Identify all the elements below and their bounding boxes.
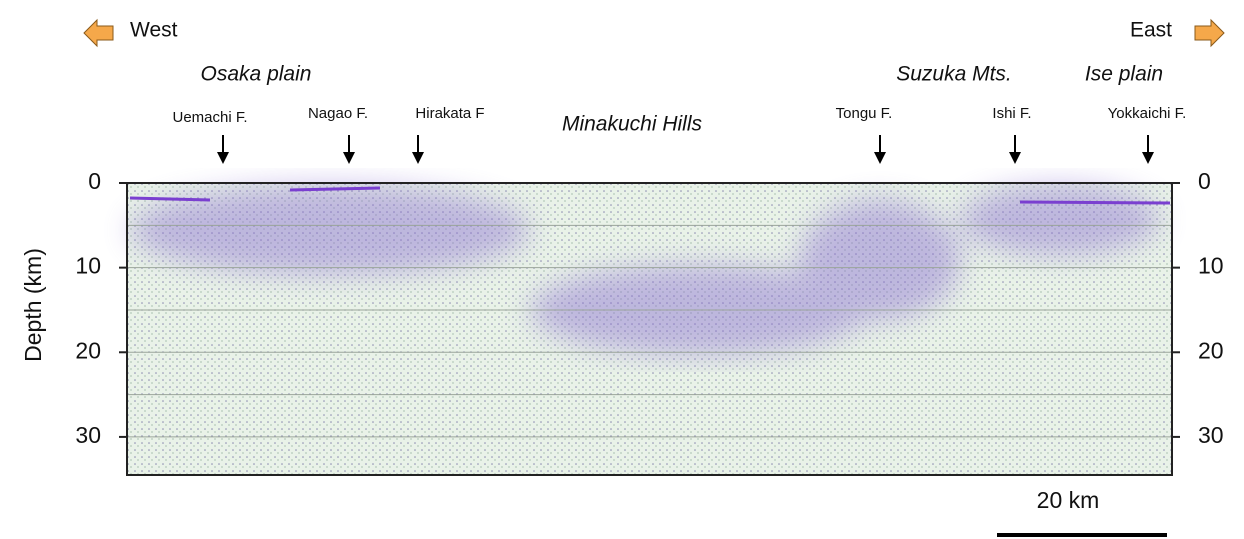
region-label: Minakuchi Hills (562, 113, 703, 136)
region-label: Suzuka Mts. (896, 63, 1012, 86)
y-tick-label: 20 (75, 337, 101, 363)
fault-arrow-head (874, 152, 886, 164)
y-tick-label: 10 (75, 253, 101, 279)
fault-label: Tongu F. (836, 105, 893, 122)
fault-arrow-head (412, 152, 424, 164)
region-label: Osaka plain (201, 63, 312, 86)
fault-arrow-head (1009, 152, 1021, 164)
west-label: West (130, 19, 178, 42)
y-tick-label: 0 (88, 168, 101, 194)
y-tick-label: 10 (1198, 253, 1224, 279)
y-axis-label: Depth (km) (20, 248, 46, 362)
y-tick-label: 20 (1198, 337, 1224, 363)
fault-label: Yokkaichi F. (1108, 105, 1187, 122)
fault-label: Nagao F. (308, 105, 368, 122)
fault-label: Uemachi F. (172, 109, 247, 126)
y-tick-label: 30 (75, 422, 101, 448)
figure: West East Osaka plain Minakuchi Hills Su… (0, 0, 1244, 539)
y-tick-label: 30 (1198, 422, 1224, 448)
fault-label: Hirakata F (415, 105, 484, 122)
east-label: East (1130, 19, 1172, 42)
west-arrow (84, 20, 113, 46)
east-arrow (1195, 20, 1224, 46)
fault-arrow-head (1142, 152, 1154, 164)
fault-arrow-head (343, 152, 355, 164)
fault-arrow-head (217, 152, 229, 164)
seismic-section (127, 183, 1172, 475)
fault-label: Ishi F. (992, 105, 1031, 122)
region-label: Ise plain (1085, 63, 1163, 86)
y-tick-label: 0 (1198, 168, 1211, 194)
scale-bar-label: 20 km (1037, 487, 1100, 513)
